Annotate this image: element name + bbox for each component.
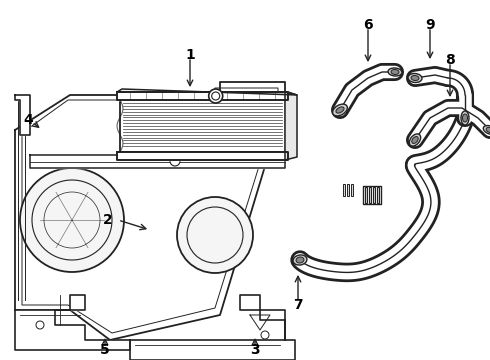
- Polygon shape: [117, 89, 297, 95]
- Ellipse shape: [463, 114, 467, 122]
- Ellipse shape: [293, 255, 307, 265]
- Ellipse shape: [483, 126, 490, 134]
- Circle shape: [170, 156, 180, 166]
- Text: 7: 7: [293, 298, 303, 312]
- Ellipse shape: [333, 104, 347, 116]
- Bar: [351, 184, 353, 196]
- Text: 4: 4: [23, 113, 33, 127]
- Polygon shape: [117, 152, 288, 160]
- Polygon shape: [15, 295, 130, 350]
- Bar: [369, 187, 371, 203]
- Ellipse shape: [411, 76, 419, 81]
- Ellipse shape: [388, 68, 402, 76]
- Bar: [373, 187, 375, 203]
- Circle shape: [20, 168, 124, 272]
- Circle shape: [261, 331, 269, 339]
- Ellipse shape: [409, 134, 421, 146]
- Text: 9: 9: [425, 18, 435, 32]
- Text: 6: 6: [363, 18, 373, 32]
- Text: 1: 1: [185, 48, 195, 62]
- Circle shape: [36, 321, 44, 329]
- Polygon shape: [130, 295, 295, 360]
- Text: 2: 2: [103, 213, 113, 227]
- Text: 8: 8: [445, 53, 455, 67]
- Polygon shape: [120, 100, 285, 152]
- Polygon shape: [285, 92, 297, 160]
- Ellipse shape: [296, 257, 304, 263]
- Polygon shape: [15, 82, 285, 340]
- Ellipse shape: [461, 111, 469, 125]
- Text: 5: 5: [100, 343, 110, 357]
- Ellipse shape: [336, 107, 344, 113]
- Bar: [343, 184, 345, 196]
- Polygon shape: [30, 155, 285, 168]
- Ellipse shape: [408, 73, 422, 82]
- Polygon shape: [117, 92, 288, 100]
- Bar: [365, 187, 367, 203]
- Ellipse shape: [391, 69, 399, 75]
- Circle shape: [209, 89, 222, 103]
- Bar: [347, 184, 349, 196]
- Text: 3: 3: [250, 343, 260, 357]
- Polygon shape: [15, 95, 30, 135]
- Bar: [377, 187, 379, 203]
- Bar: [363, 186, 381, 204]
- Ellipse shape: [486, 127, 490, 133]
- Ellipse shape: [412, 136, 418, 143]
- Circle shape: [177, 197, 253, 273]
